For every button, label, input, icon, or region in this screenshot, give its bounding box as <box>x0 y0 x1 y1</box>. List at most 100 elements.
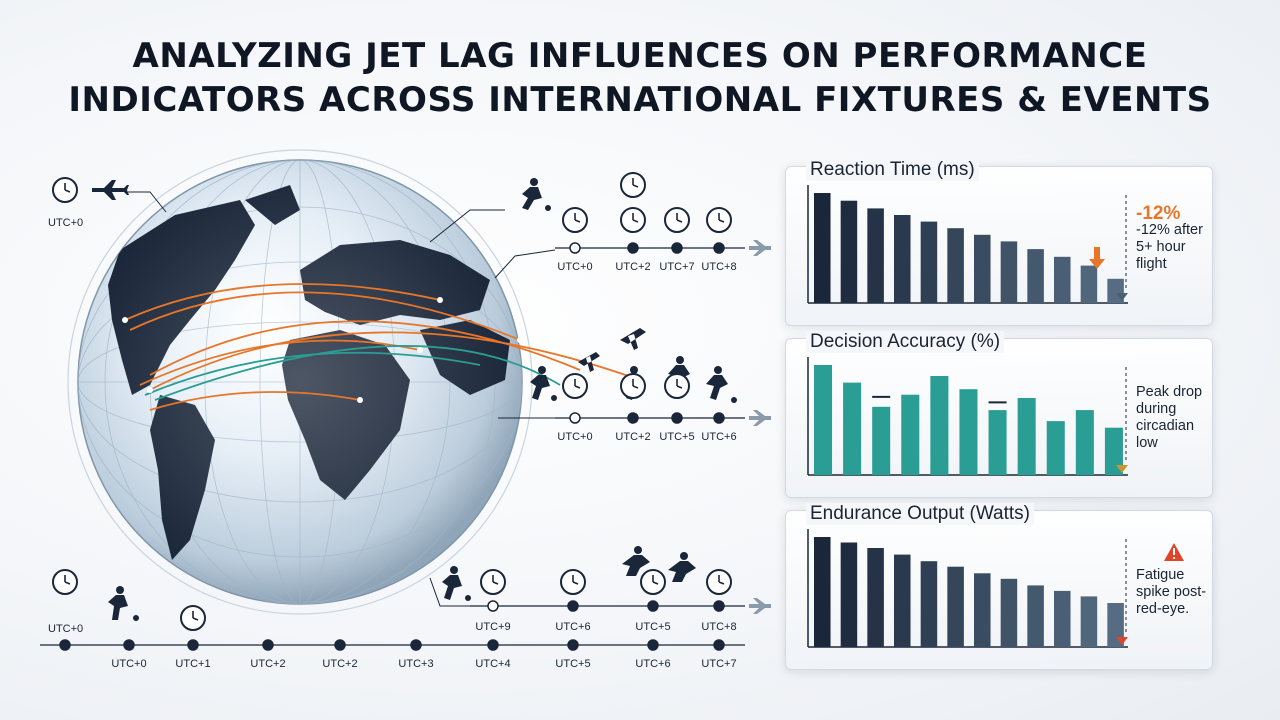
panel-title: Endurance Output (Watts) <box>806 503 1035 525</box>
plane-icon <box>620 328 646 350</box>
clock-icons <box>52 172 732 631</box>
clock-icon <box>52 177 78 203</box>
chart-bar <box>974 234 991 303</box>
decision-note-sub: Peak drop during circadian low <box>1136 384 1203 451</box>
utc-label: UTC+9 <box>475 621 510 633</box>
down-arrow-icon <box>1116 293 1128 301</box>
chart-bar <box>1000 578 1018 647</box>
timeline-node <box>567 600 579 612</box>
chart-bar <box>840 200 858 303</box>
reaction-note-main: -12% <box>1136 203 1181 224</box>
chart-bar <box>947 228 964 303</box>
utc-label: UTC+6 <box>635 658 670 670</box>
runner-icon <box>108 586 139 621</box>
clock-icon <box>664 373 690 399</box>
plane-icon <box>749 410 771 426</box>
chart-bar <box>867 208 884 303</box>
panel-title: Decision Accuracy (%) <box>806 331 1005 353</box>
down-arrow-icon <box>1116 637 1128 645</box>
chart-bar <box>1046 421 1065 475</box>
timeline-node <box>713 639 725 651</box>
timeline-node <box>671 242 683 254</box>
chart-bar <box>840 542 858 647</box>
title-line-1: ANALYZING JET LAG INFLUENCES ON PERFORMA… <box>132 36 1148 76</box>
runner-icon <box>530 366 557 401</box>
plane-icon <box>749 598 771 614</box>
plane-icon <box>92 180 129 200</box>
route-nodes <box>122 297 523 403</box>
plane-icon <box>578 352 600 372</box>
title-line-2: INDICATORS ACROSS INTERNATIONAL FIXTURES… <box>68 80 1212 120</box>
utc-label: UTC+8 <box>701 621 736 633</box>
decision-accuracy-panel: Decision Accuracy (%) Peak drop during c… <box>785 331 1213 498</box>
clock-icon <box>480 569 506 595</box>
chart-bar <box>814 537 831 647</box>
utc-label: UTC+7 <box>701 658 736 670</box>
timeline-node <box>647 600 659 612</box>
timeline-node <box>671 412 683 424</box>
timeline-node <box>627 412 639 424</box>
utc-label: UTC+0 <box>557 431 592 443</box>
clock-icon <box>640 569 666 595</box>
chart-bar <box>1054 590 1071 647</box>
endurance-note: Fatigue spike post-red-eye. <box>1136 567 1221 618</box>
clock-icon <box>620 373 646 399</box>
timeline-node <box>627 242 639 254</box>
clock-icon <box>180 605 206 631</box>
decision-accuracy-chart <box>807 357 1128 476</box>
endurance-note-sub: Fatigue spike post-red-eye. <box>1136 567 1207 617</box>
chart-bar <box>872 406 891 475</box>
plane-icon <box>749 240 771 256</box>
panel-title: Reaction Time (ms) <box>806 159 979 181</box>
timeline-node <box>647 639 659 651</box>
chart-bar <box>867 548 884 647</box>
clock-icon <box>706 207 732 233</box>
down-arrow-icon <box>1089 247 1105 269</box>
flight-arcs <box>124 283 641 411</box>
clock-icon <box>664 207 690 233</box>
utc-label: UTC+0 <box>557 261 592 273</box>
utc-label: UTC+5 <box>555 658 590 670</box>
timeline-node <box>487 639 499 651</box>
clock-icon <box>562 373 588 399</box>
timeline-node <box>410 639 422 651</box>
chart-bar <box>1027 585 1044 647</box>
chart-bar <box>920 561 938 647</box>
runner-icon <box>706 366 737 403</box>
decision-note: Peak drop during circadian low <box>1136 384 1211 452</box>
utc-label: UTC+2 <box>322 658 357 670</box>
chart-bar <box>1075 410 1094 475</box>
chart-bar <box>894 554 911 647</box>
clock-icon <box>560 569 586 595</box>
chart-bar <box>814 365 833 475</box>
timeline-node <box>187 639 199 651</box>
chart-bar <box>1104 427 1123 475</box>
utc-label: UTC+3 <box>398 658 433 670</box>
timelines: UTC+0 UTC+2 UTC+7 UTC+8 UTC+0 UTC+2 UTC+5 UTC+6… <box>40 240 771 670</box>
utc-label: UTC+7 <box>659 261 694 273</box>
connector-lines <box>128 191 560 607</box>
utc-label: UTC+2 <box>250 658 285 670</box>
clock-icon <box>620 172 646 198</box>
clock-icon <box>562 207 588 233</box>
runner-icon <box>668 552 696 582</box>
timeline-node <box>334 639 346 651</box>
chart-bar <box>1017 398 1036 475</box>
chart-bar <box>843 382 862 475</box>
chart-bar <box>947 566 964 647</box>
clock-icon <box>52 569 78 595</box>
warning-icon <box>1164 543 1184 561</box>
utc-label: UTC+4 <box>475 658 510 670</box>
endurance-output-panel: Endurance Output (Watts) Fatigue spike p… <box>785 503 1213 670</box>
utc-label: UTC+2 <box>615 261 650 273</box>
chart-bar <box>1080 265 1098 303</box>
runner-icon <box>442 566 471 601</box>
chart-bar <box>1080 596 1098 647</box>
utc-label: UTC+8 <box>701 261 736 273</box>
chart-bar <box>930 376 949 475</box>
chart-bar <box>1000 241 1018 303</box>
chart-bar <box>901 394 920 475</box>
chart-bar <box>920 221 938 303</box>
chart-bar <box>959 389 978 475</box>
